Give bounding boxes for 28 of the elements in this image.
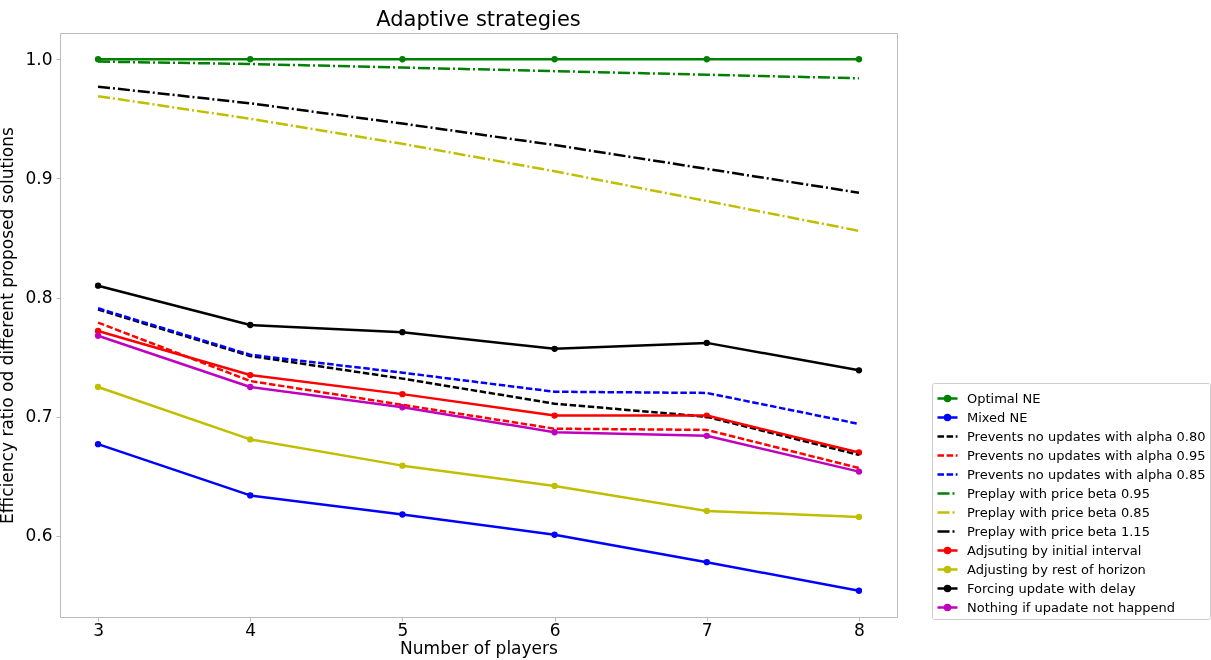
y-axis-title: Efficiency ratio od different proposed solutions (0, 126, 18, 524)
x-tick-label: 7 (701, 619, 713, 640)
x-axis-title: Number of players (400, 637, 559, 658)
y-tick-label: 0.9 (25, 167, 53, 188)
legend-label: Nothing if upadate not happend (967, 599, 1176, 615)
legend-label: Optimal NE (967, 390, 1041, 406)
x-tick-label: 4 (245, 619, 257, 640)
legend-label: Preplay with price beta 0.85 (967, 504, 1150, 520)
line-series (96, 94, 861, 233)
legend-label: Mixed NE (967, 409, 1028, 425)
x-tick-label: 8 (854, 619, 865, 640)
y-tick-label: 0.6 (25, 525, 53, 546)
legend-label: Prevents no updates with alpha 0.80 (967, 428, 1206, 444)
legend-label: Preplay with price beta 0.95 (967, 485, 1150, 501)
x-tick-label: 5 (397, 619, 409, 640)
legend-label: Prevents no updates with alpha 0.95 (967, 447, 1206, 463)
legend-label: Adjsuting by initial interval (967, 542, 1142, 558)
legend-label: Preplay with price beta 1.15 (967, 523, 1150, 539)
chart-title: Adaptive strategies (376, 7, 581, 31)
legend-label: Forcing update with delay (967, 580, 1136, 596)
y-tick-label: 0.7 (25, 406, 53, 427)
y-tick-label: 0.8 (25, 287, 53, 308)
x-tick-label: 6 (549, 619, 561, 640)
y-tick-label: 1.0 (25, 48, 53, 69)
legend-label: Adjusting by rest of horizon (967, 561, 1146, 577)
x-tick-label: 3 (93, 619, 104, 640)
line-series (96, 85, 861, 194)
legend-label: Prevents no updates with alpha 0.85 (967, 466, 1206, 482)
